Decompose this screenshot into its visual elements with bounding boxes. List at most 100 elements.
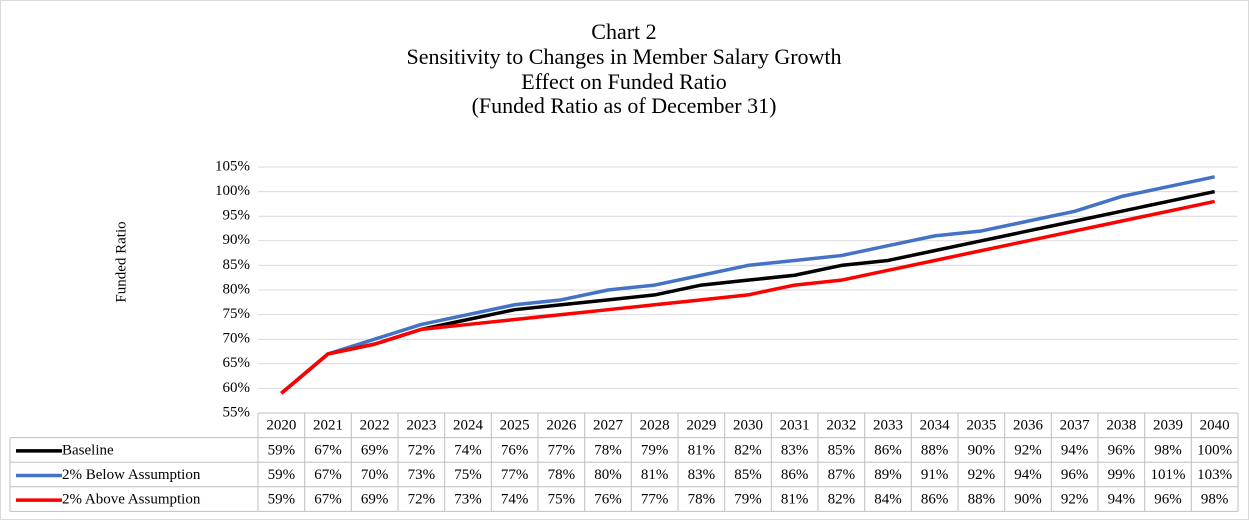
table-value: 70% <box>361 467 389 483</box>
table-value: 83% <box>688 467 716 483</box>
table-value: 88% <box>968 492 996 508</box>
x-tick-label: 2034 <box>920 418 951 434</box>
x-tick-label: 2033 <box>873 418 903 434</box>
x-tick-label: 2022 <box>360 418 390 434</box>
series-line <box>280 199 1216 395</box>
table-value: 87% <box>828 467 856 483</box>
table-value: 82% <box>734 442 762 458</box>
x-tick-label: 2026 <box>546 418 577 434</box>
y-tick-label: 60% <box>223 380 251 396</box>
table-value: 85% <box>828 442 856 458</box>
table-value: 73% <box>408 467 436 483</box>
y-tick-label: 70% <box>223 331 251 347</box>
table-value: 69% <box>361 492 389 508</box>
table-value: 92% <box>968 467 996 483</box>
table-value: 59% <box>268 467 296 483</box>
table-value: 94% <box>1108 492 1136 508</box>
x-tick-label: 2021 <box>313 418 343 434</box>
x-tick-label: 2035 <box>966 418 996 434</box>
table-value: 67% <box>314 492 342 508</box>
table-value: 101% <box>1151 467 1186 483</box>
table-value: 92% <box>1014 442 1042 458</box>
table-value: 81% <box>688 442 716 458</box>
table-value: 96% <box>1061 467 1089 483</box>
table-value: 76% <box>501 442 529 458</box>
table-value: 72% <box>408 442 436 458</box>
table-value: 94% <box>1061 442 1089 458</box>
table-value: 72% <box>408 492 436 508</box>
table-value: 76% <box>594 492 622 508</box>
table-value: 83% <box>781 442 809 458</box>
table-value: 78% <box>688 492 716 508</box>
table-value: 73% <box>454 492 482 508</box>
x-tick-label: 2028 <box>640 418 670 434</box>
x-tick-label: 2020 <box>266 418 296 434</box>
y-tick-label: 100% <box>215 183 250 199</box>
y-tick-label: 95% <box>223 208 251 224</box>
table-value: 74% <box>501 492 529 508</box>
x-tick-label: 2032 <box>826 418 856 434</box>
x-tick-label: 2031 <box>780 418 810 434</box>
chart-subtitle: Effect on Funded Ratio <box>521 69 727 94</box>
x-tick-label: 2037 <box>1060 418 1091 434</box>
table-value: 98% <box>1201 492 1229 508</box>
table-value: 78% <box>594 442 622 458</box>
legend-label: 2% Below Assumption <box>62 467 201 483</box>
table-value: 89% <box>874 467 902 483</box>
table-value: 81% <box>641 467 669 483</box>
table-value: 103% <box>1197 467 1232 483</box>
table-value: 91% <box>921 467 949 483</box>
x-tick-label: 2024 <box>453 418 484 434</box>
table-value: 79% <box>641 442 669 458</box>
y-axis-label: Funded Ratio <box>113 221 129 302</box>
table-value: 67% <box>314 467 342 483</box>
table-value: 77% <box>641 492 669 508</box>
x-tick-label: 2038 <box>1106 418 1136 434</box>
x-tick-label: 2023 <box>406 418 436 434</box>
table-value: 88% <box>921 442 949 458</box>
y-tick-label: 75% <box>223 306 251 322</box>
table-value: 79% <box>734 492 762 508</box>
table-value: 82% <box>828 492 856 508</box>
table-value: 85% <box>734 467 762 483</box>
table-value: 86% <box>921 492 949 508</box>
table-value: 92% <box>1061 492 1089 508</box>
y-tick-label: 105% <box>215 158 250 174</box>
table-value: 69% <box>361 442 389 458</box>
y-tick-label: 85% <box>223 257 251 273</box>
x-tick-label: 2040 <box>1200 418 1230 434</box>
legend-label: 2% Above Assumption <box>62 492 201 508</box>
table-value: 77% <box>548 442 576 458</box>
table-value: 74% <box>454 442 482 458</box>
x-tick-label: 2030 <box>733 418 763 434</box>
series-line <box>280 175 1216 395</box>
table-value: 90% <box>1014 492 1042 508</box>
table-value: 98% <box>1154 442 1182 458</box>
x-tick-label: 2027 <box>593 418 624 434</box>
table-value: 75% <box>548 492 576 508</box>
table-value: 86% <box>781 467 809 483</box>
chart-subtitle: Sensitivity to Changes in Member Salary … <box>406 44 841 69</box>
y-tick-label: 80% <box>223 281 251 297</box>
table-value: 84% <box>874 492 902 508</box>
table-value: 100% <box>1197 442 1232 458</box>
x-tick-label: 2025 <box>500 418 530 434</box>
table-value: 90% <box>968 442 996 458</box>
table-value: 99% <box>1108 467 1136 483</box>
y-tick-label: 90% <box>223 232 251 248</box>
x-tick-label: 2039 <box>1153 418 1183 434</box>
table-value: 96% <box>1108 442 1136 458</box>
x-tick-label: 2036 <box>1013 418 1044 434</box>
chart-title: Chart 2 <box>591 19 656 44</box>
table-value: 77% <box>501 467 529 483</box>
table-value: 96% <box>1154 492 1182 508</box>
table-value: 80% <box>594 467 622 483</box>
table-value: 75% <box>454 467 482 483</box>
table-value: 78% <box>548 467 576 483</box>
y-tick-label: 65% <box>223 355 251 371</box>
chart-subtitle: (Funded Ratio as of December 31) <box>472 93 777 118</box>
table-value: 81% <box>781 492 809 508</box>
table-value: 59% <box>268 442 296 458</box>
